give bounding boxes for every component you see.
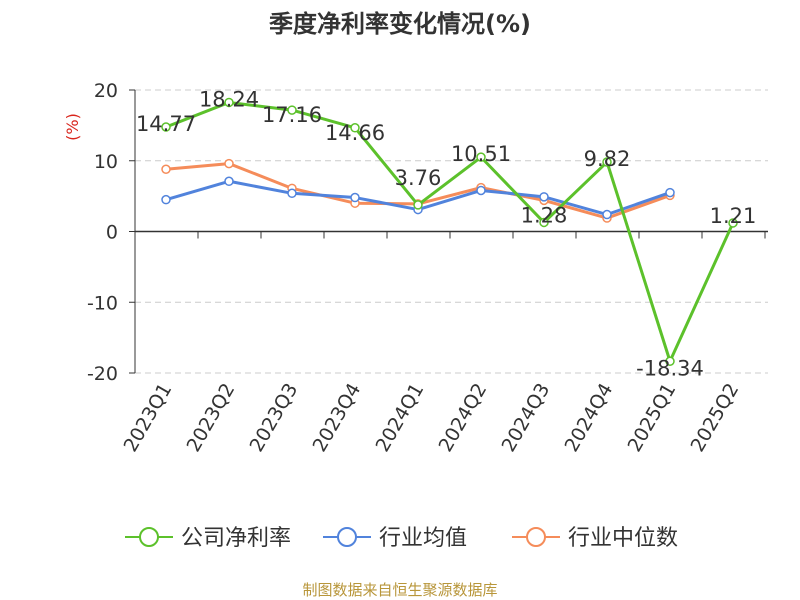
y-axis-unit-label: (%)	[63, 113, 82, 141]
legend-label[interactable]: 行业中位数	[568, 526, 678, 551]
legend-label[interactable]: 行业均值	[379, 526, 467, 551]
series-line	[165, 100, 735, 363]
data-point[interactable]	[602, 209, 612, 220]
legend-marker	[337, 527, 357, 547]
data-label: -18.34	[636, 356, 704, 380]
data-label: 14.66	[325, 121, 385, 145]
data-label: 17.16	[262, 103, 322, 127]
chart-title: 季度净利率变化情况(%)	[269, 10, 531, 38]
data-point[interactable]	[413, 200, 423, 210]
x-tick-label: 2023Q3	[246, 380, 303, 456]
data-point[interactable]	[287, 105, 297, 115]
data-label: 10.51	[451, 142, 511, 166]
data-point[interactable]	[161, 122, 171, 132]
x-tick-label: 2024Q4	[561, 380, 618, 456]
x-tick-label: 2025Q2	[687, 380, 744, 456]
data-point[interactable]	[665, 356, 675, 367]
legend[interactable]: 公司净利率 行业均值 行业中位数	[125, 526, 678, 551]
x-tick-label: 2024Q2	[435, 380, 492, 456]
source-note: 制图数据来自恒生聚源数据库	[302, 581, 498, 599]
data-point[interactable]	[539, 217, 549, 228]
data-label: 14.77	[136, 112, 196, 136]
data-label: 18.24	[199, 87, 259, 111]
legend-marker	[139, 527, 159, 547]
y-tick-label: 10	[94, 151, 118, 173]
data-label: 1.28	[521, 203, 568, 227]
data-point[interactable]	[224, 97, 234, 108]
x-tick-label: 2024Q3	[498, 380, 555, 456]
x-tick-label: 2025Q1	[624, 380, 681, 456]
x-tick-label: 2023Q1	[120, 380, 177, 456]
legend-label[interactable]: 公司净利率	[181, 526, 291, 551]
data-point[interactable]	[224, 176, 234, 187]
data-point[interactable]	[539, 192, 549, 202]
x-tick-label: 2023Q4	[309, 380, 366, 456]
data-point[interactable]	[350, 123, 360, 133]
data-label: 3.76	[395, 166, 442, 190]
y-tick-label: -20	[87, 363, 118, 385]
legend-marker	[526, 527, 546, 547]
x-tick-label: 2024Q1	[372, 380, 429, 456]
data-point[interactable]	[350, 192, 360, 203]
data-point[interactable]	[161, 194, 171, 205]
x-tick-label: 2023Q2	[183, 380, 240, 456]
y-tick-label: 0	[106, 222, 118, 244]
data-point[interactable]	[476, 152, 486, 162]
data-point[interactable]	[728, 218, 738, 228]
data-point[interactable]	[665, 187, 675, 198]
data-label: 1.21	[710, 204, 757, 228]
data-point[interactable]	[224, 158, 234, 169]
data-point[interactable]	[161, 164, 171, 174]
data-label: 9.82	[584, 147, 631, 171]
grid-layer	[135, 89, 768, 374]
series-layer	[161, 97, 738, 367]
data-point[interactable]	[602, 157, 612, 167]
y-tick-label: 20	[94, 80, 118, 102]
y-tick-label: -10	[87, 292, 118, 314]
data-point[interactable]	[287, 188, 297, 199]
data-point[interactable]	[476, 185, 486, 196]
